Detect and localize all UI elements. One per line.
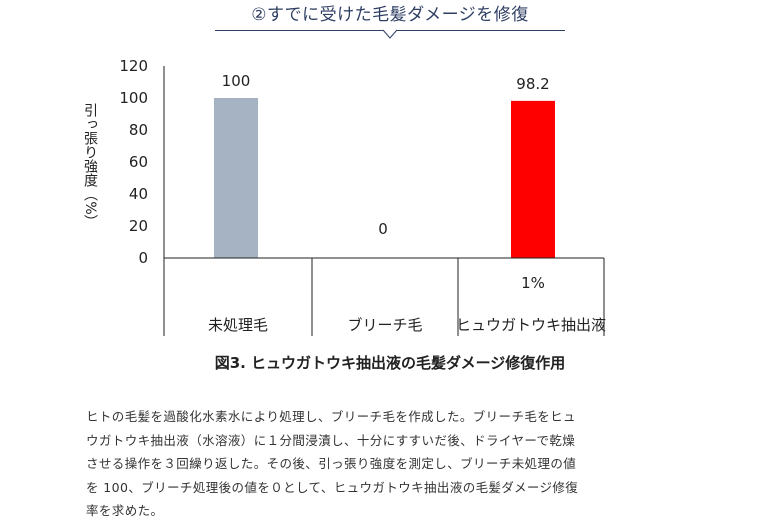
y-tick-label: 20 bbox=[129, 217, 148, 235]
bar bbox=[511, 100, 555, 258]
description-line: させる操作を３回繰り返した。その後、引っ張り強度を測定し、ブリーチ未処理の値 bbox=[86, 456, 577, 471]
y-tick-label: 60 bbox=[129, 153, 148, 171]
description-line: を 100、ブリーチ処理後の値を０として、ヒュウガトウキ抽出液の毛髪ダメージ修復 bbox=[86, 479, 579, 495]
description-text: ヒトの毛髪を過酸化水素水により処理し、ブリーチ毛を作成した。ブリーチ毛をヒュ ウ… bbox=[86, 405, 701, 523]
data-label: 98.2 bbox=[516, 75, 549, 93]
data-label: 100 bbox=[222, 72, 251, 90]
y-tick-label: 0 bbox=[138, 249, 148, 267]
description-line: ウガトウキ抽出液（水溶液）に１分間浸漬し、十分にすすいだ後、ドライヤーで乾燥 bbox=[86, 432, 576, 448]
y-axis-label: 引っ張り強度（%） bbox=[82, 103, 98, 228]
y-tick-label: 120 bbox=[119, 57, 148, 75]
heading-underline-right bbox=[397, 30, 565, 31]
heading-underline-left bbox=[215, 30, 383, 31]
figure-caption: 図3. ヒュウガトウキ抽出液の毛髪ダメージ修復作用 bbox=[214, 354, 566, 372]
concentration-label: 1% bbox=[521, 274, 545, 292]
section-heading: ②すでに受けた毛髪ダメージを修復 bbox=[251, 5, 529, 25]
data-label: 0 bbox=[378, 220, 388, 238]
y-tick-label: 100 bbox=[119, 89, 148, 107]
y-tick-label: 80 bbox=[129, 121, 148, 139]
category-label: ヒュウガトウキ抽出液 bbox=[456, 316, 606, 334]
y-tick-label: 40 bbox=[129, 185, 148, 203]
category-label: 未処理毛 bbox=[208, 316, 268, 334]
category-label: ブリーチ毛 bbox=[347, 316, 422, 334]
description-line: 率を求めた。 bbox=[86, 503, 164, 518]
bar bbox=[214, 98, 258, 258]
description-line: ヒトの毛髪を過酸化水素水により処理し、ブリーチ毛を作成した。ブリーチ毛をヒュ bbox=[86, 409, 576, 424]
